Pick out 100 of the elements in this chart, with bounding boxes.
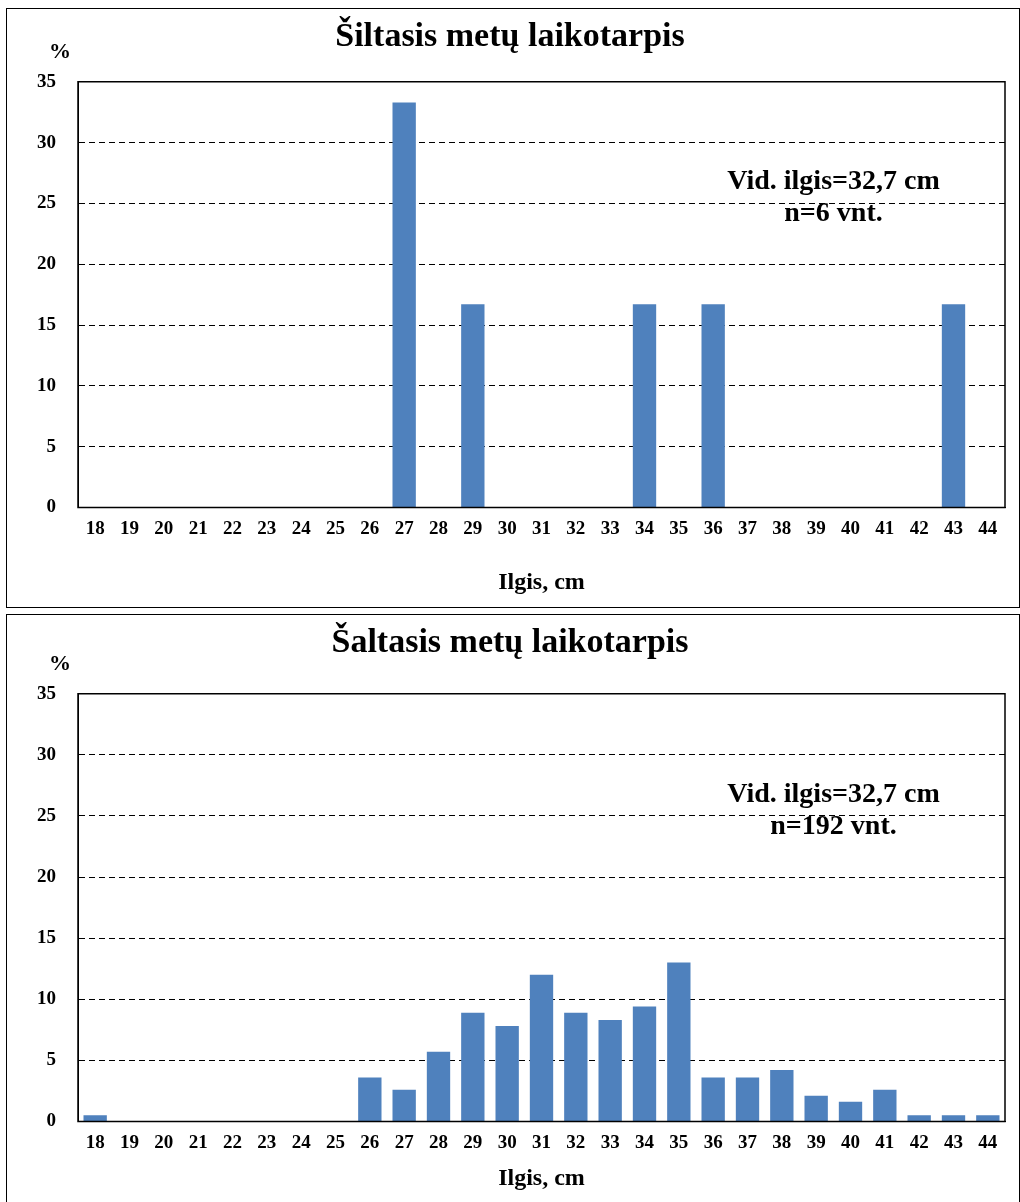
y-tick-label: 25 (37, 191, 56, 213)
bar (358, 1077, 382, 1121)
x-tick-label: 34 (635, 516, 655, 538)
y-tick-label: 10 (37, 373, 56, 395)
x-tick-label: 19 (120, 1130, 139, 1152)
x-tick-label: 26 (360, 516, 380, 538)
x-tick-label: 21 (188, 516, 208, 538)
x-tick-label: 43 (944, 516, 963, 538)
x-tick-label: 18 (85, 516, 105, 538)
annotation: n=6 vnt. (784, 196, 883, 228)
x-tick-label: 23 (257, 1130, 277, 1152)
x-tick-label: 41 (875, 1130, 895, 1152)
x-tick-label: 39 (806, 1130, 826, 1152)
x-tick-label: 21 (188, 1130, 208, 1152)
bar (598, 1020, 622, 1121)
x-tick-label: 22 (223, 516, 242, 538)
bar (632, 1006, 657, 1121)
x-tick-label: 27 (394, 516, 415, 538)
x-tick-label: 44 (978, 1130, 998, 1152)
x-tick-label: 18 (85, 1130, 105, 1152)
x-tick-label: 24 (291, 516, 312, 538)
x-tick-label: 30 (497, 1130, 517, 1152)
y-tick-label: 10 (37, 987, 56, 1009)
x-tick-label: 31 (532, 1130, 551, 1152)
bar (495, 1026, 519, 1121)
bar (838, 1101, 863, 1121)
annotation: Vid. ilgis=32,7 cm (727, 164, 940, 196)
x-tick-label: 34 (635, 1130, 655, 1152)
x-tick-label: 36 (703, 516, 723, 538)
bar (770, 1070, 794, 1121)
x-tick-label: 36 (703, 1130, 723, 1152)
x-tick-label: 27 (394, 1130, 415, 1152)
bar (804, 1095, 828, 1121)
x-tick-label: 19 (120, 516, 139, 538)
y-tick-label: 20 (37, 252, 56, 274)
y-tick-label: 30 (37, 742, 56, 764)
y-tick-label: 5 (46, 1048, 56, 1070)
x-tick-label: 33 (600, 1130, 620, 1152)
y-tick-label: 35 (37, 69, 56, 91)
x-tick-label: 37 (738, 516, 758, 538)
bar (529, 974, 554, 1121)
bar (873, 1089, 897, 1121)
x-tick-label: 35 (669, 516, 689, 538)
bar (976, 1115, 1000, 1121)
x-tick-label: 24 (291, 1130, 312, 1152)
x-tick-label: 32 (566, 516, 586, 538)
x-tick-label: 28 (429, 1130, 448, 1152)
x-axis-title: Ilgis, cm (498, 567, 585, 594)
y-tick-label: 30 (37, 130, 56, 152)
bar (461, 1012, 485, 1121)
chart-title: Šiltasis metų laikotarpis (335, 16, 685, 54)
x-tick-label: 33 (600, 516, 620, 538)
annotation: n=192 vnt. (770, 808, 897, 840)
x-tick-label: 20 (154, 516, 174, 538)
y-tick-label: 0 (46, 1109, 56, 1131)
bar (83, 1115, 107, 1121)
x-tick-label: 30 (497, 516, 517, 538)
x-tick-label: 28 (429, 516, 448, 538)
x-tick-label: 31 (532, 516, 551, 538)
bar (941, 1115, 966, 1121)
bar (564, 1012, 588, 1121)
annotation: Vid. ilgis=32,7 cm (727, 776, 940, 808)
x-tick-label: 37 (738, 1130, 758, 1152)
x-tick-label: 23 (257, 516, 277, 538)
x-tick-label: 26 (360, 1130, 380, 1152)
x-tick-label: 41 (875, 516, 895, 538)
x-tick-label: 20 (154, 1130, 174, 1152)
x-axis-title: Ilgis, cm (498, 1163, 585, 1190)
x-tick-label: 42 (909, 516, 929, 538)
x-tick-label: 38 (772, 516, 792, 538)
x-tick-label: 29 (463, 1130, 483, 1152)
x-tick-label: 40 (841, 516, 860, 538)
y-tick-label: 35 (37, 681, 56, 703)
y-tick-label: 20 (37, 864, 56, 886)
x-tick-label: 42 (909, 1130, 929, 1152)
x-tick-label: 25 (326, 1130, 345, 1152)
x-tick-label: 40 (841, 1130, 860, 1152)
x-tick-label: 43 (944, 1130, 963, 1152)
x-tick-label: 25 (326, 516, 345, 538)
y-tick-label: 0 (46, 495, 56, 517)
bar (426, 1051, 451, 1121)
bar (392, 1089, 416, 1121)
y-tick-label: 25 (37, 803, 56, 825)
y-tick-label: 5 (46, 434, 56, 456)
x-tick-label: 39 (806, 516, 826, 538)
bar (907, 1115, 931, 1121)
x-tick-label: 22 (223, 1130, 242, 1152)
bar (735, 1077, 760, 1121)
x-tick-label: 44 (978, 516, 998, 538)
x-tick-label: 35 (669, 1130, 689, 1152)
y-tick-label: 15 (37, 926, 56, 948)
y-tick-label: 15 (37, 312, 56, 334)
chart-title: Šaltasis metų laikotarpis (331, 622, 689, 660)
y-axis-title: % (49, 38, 71, 64)
y-axis-title: % (49, 650, 71, 676)
x-tick-label: 32 (566, 1130, 586, 1152)
bar (701, 1077, 725, 1121)
x-tick-label: 29 (463, 516, 483, 538)
x-tick-label: 38 (772, 1130, 792, 1152)
bar (667, 962, 691, 1121)
